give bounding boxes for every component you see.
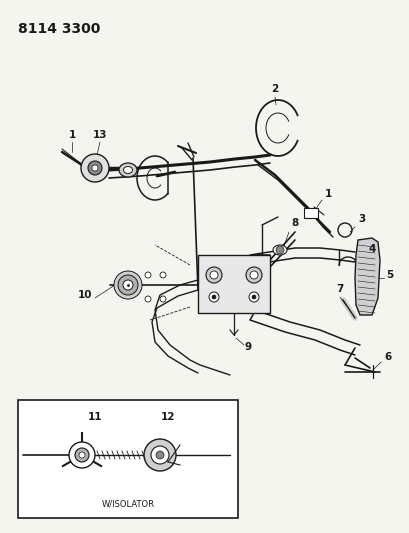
Text: 1: 1 [68,130,75,140]
Circle shape [75,448,89,462]
Text: 7: 7 [335,284,343,294]
Polygon shape [354,238,379,315]
Circle shape [209,292,218,302]
Text: 3: 3 [357,214,365,224]
Text: 13: 13 [92,130,107,140]
Text: 8: 8 [291,218,298,228]
Bar [303,208,317,218]
Circle shape [151,446,169,464]
Text: 4: 4 [367,244,375,254]
Text: 8114 3300: 8114 3300 [18,22,100,36]
Bar [18,400,237,518]
Circle shape [160,272,166,278]
Text: 12: 12 [160,412,175,422]
Circle shape [118,275,138,295]
Circle shape [123,280,133,290]
Circle shape [145,296,151,302]
Circle shape [249,271,257,279]
Text: 5: 5 [385,270,393,280]
Circle shape [209,271,218,279]
Circle shape [155,451,164,459]
Text: 10: 10 [78,290,92,300]
Circle shape [81,154,109,182]
Circle shape [245,267,261,283]
Circle shape [248,292,258,302]
Circle shape [275,246,283,254]
Text: 2: 2 [271,84,278,94]
Text: 6: 6 [384,352,391,362]
Text: 1: 1 [324,189,331,199]
Circle shape [92,165,98,171]
Circle shape [79,452,85,458]
Ellipse shape [272,245,286,255]
Ellipse shape [123,166,132,174]
Ellipse shape [119,163,137,177]
Text: W/ISOLATOR: W/ISOLATOR [101,499,154,508]
Circle shape [145,272,151,278]
Circle shape [160,296,166,302]
Circle shape [211,295,216,299]
Text: 9: 9 [244,342,251,352]
Circle shape [88,161,102,175]
Circle shape [114,271,142,299]
Circle shape [69,442,95,468]
Bar [198,255,270,313]
Circle shape [252,295,255,299]
Text: 11: 11 [88,412,102,422]
Circle shape [205,267,221,283]
Circle shape [144,439,175,471]
